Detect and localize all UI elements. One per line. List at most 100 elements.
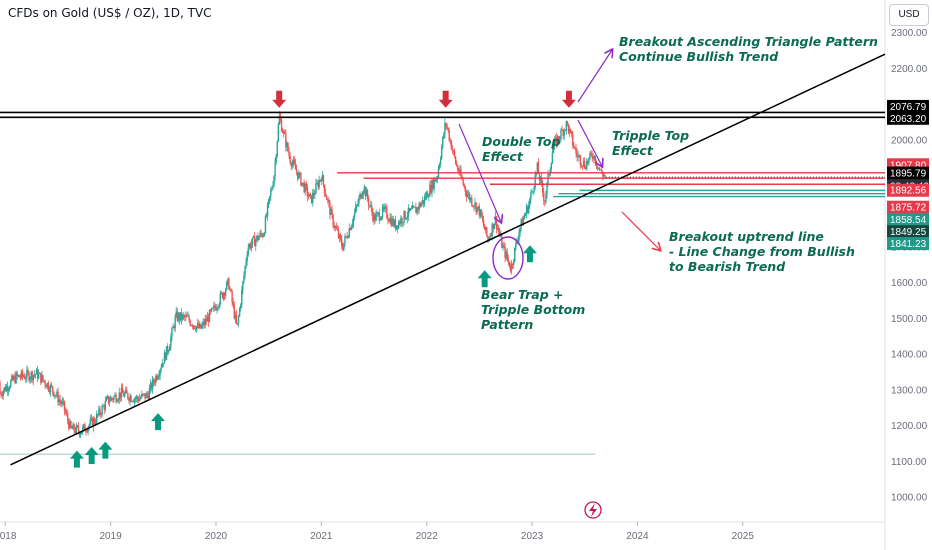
candle-body [467, 193, 470, 196]
candle-body [241, 289, 243, 305]
candle-body [558, 136, 560, 140]
candle-body [325, 195, 328, 200]
candle-body [521, 219, 523, 226]
candle-body [287, 143, 289, 152]
candle-body [519, 227, 521, 233]
annotation-line: - Line Change from Bullish [669, 244, 855, 259]
candle-body [320, 179, 323, 182]
candle-body [529, 199, 531, 205]
candle-body [34, 374, 37, 376]
candle-body [600, 169, 602, 171]
candle-body [540, 177, 543, 183]
candle-body [219, 293, 222, 305]
candle-body [390, 217, 392, 226]
candle-body [224, 289, 227, 296]
candle-body [77, 426, 80, 432]
candle-body [275, 155, 277, 163]
candle-body [344, 236, 346, 244]
candle-body [589, 152, 591, 158]
candle-body [137, 398, 140, 402]
candle-body [248, 244, 251, 248]
candle-body [64, 410, 67, 413]
y-tick-label: 1100.00 [891, 457, 927, 468]
candle-body [486, 227, 488, 237]
candle-body [434, 179, 436, 182]
candle-body [193, 325, 196, 329]
candle-body [0, 382, 1, 394]
candle-body [479, 209, 482, 216]
candle-body [162, 363, 165, 364]
candle-body [595, 163, 598, 166]
candle-body [166, 346, 169, 353]
candle-body [7, 389, 10, 391]
candle-body [355, 206, 357, 213]
candle-body [298, 172, 300, 179]
down-arrow-icon [438, 90, 453, 108]
candle-body [477, 206, 479, 208]
candle-body [418, 203, 420, 210]
candle-body [1, 395, 3, 397]
currency-label[interactable]: USD [889, 4, 929, 26]
candle-body [86, 431, 88, 433]
up-arrow-icon [151, 413, 166, 431]
candle-body [566, 121, 569, 124]
candle-body [550, 163, 552, 170]
candle-body [401, 218, 403, 224]
candle-body [5, 386, 8, 391]
candle-body [395, 225, 398, 230]
candle-body [368, 205, 371, 207]
y-tick-label: 2300.00 [891, 28, 928, 39]
candle-body [528, 204, 530, 213]
candle-body [72, 424, 74, 430]
candle-body [127, 393, 129, 399]
candle-body [175, 311, 177, 317]
candle-body [85, 431, 87, 432]
candle-body [269, 196, 271, 200]
candle-body [456, 163, 458, 167]
candle-body [382, 207, 385, 210]
candle-body [190, 325, 192, 326]
candle-body [6, 386, 9, 391]
candle-body [140, 397, 142, 399]
candle-body [172, 326, 174, 328]
candle-body [22, 376, 25, 378]
candle-body [296, 172, 299, 179]
candle-body [518, 232, 520, 241]
candle-body [465, 192, 468, 197]
candle-body [438, 164, 441, 169]
candle-body [415, 206, 417, 213]
candle-body [481, 216, 484, 220]
candle-body [474, 202, 476, 207]
candle-body [305, 183, 307, 187]
candle-body [165, 346, 168, 360]
candle-body [76, 425, 79, 427]
candle-body [413, 205, 415, 207]
candle-body [447, 127, 449, 131]
candle-body [142, 393, 144, 395]
candle-body [56, 391, 58, 396]
price-tag-label: 1892.56 [890, 186, 927, 197]
candle-body [263, 232, 266, 236]
candle-body [187, 316, 189, 318]
candle-body [373, 214, 375, 221]
candle-body [90, 417, 93, 420]
candle-body [125, 389, 127, 394]
candle-body [292, 160, 295, 164]
price-tag: 1892.56 [887, 183, 929, 197]
candle-body [62, 400, 65, 402]
candle-body [444, 123, 446, 135]
candle-body [280, 120, 283, 132]
candle-body [58, 399, 60, 403]
candle-body [468, 193, 471, 201]
candle-body [466, 195, 469, 197]
candle-body [359, 193, 361, 198]
candle-body [164, 352, 167, 360]
candle-body [51, 386, 54, 392]
candle-body [583, 160, 586, 169]
candle-body [316, 183, 318, 184]
event-badge [584, 501, 602, 519]
candle-body [329, 202, 331, 215]
candle-body [473, 205, 475, 207]
candle-body [133, 398, 136, 402]
